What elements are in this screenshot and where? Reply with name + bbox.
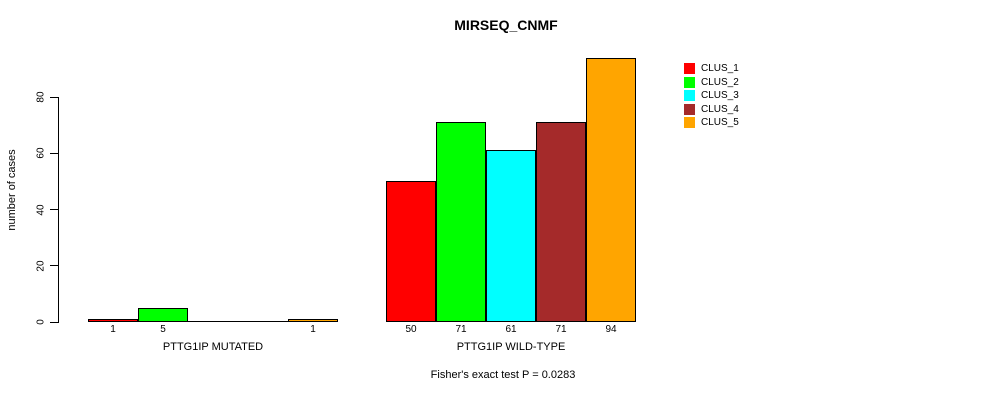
legend-item-clus_5: CLUS_5 [684,116,739,130]
bar-value-label: 94 [605,324,617,335]
legend-label: CLUS_4 [701,103,739,115]
bar-value-label: 71 [555,324,567,335]
chart-title: MIRSEQ_CNMF [454,17,558,33]
bar-clus_1-group1 [88,319,138,322]
bar-clus_2-group1 [138,308,188,322]
bar-clus_3-group2 [486,150,536,322]
bar-value-label: 5 [160,324,166,335]
legend-item-clus_1: CLUS_1 [684,62,739,76]
bar-value-label: 1 [110,324,116,335]
legend-item-clus_4: CLUS_4 [684,103,739,117]
legend-swatch-clus_5 [684,117,695,129]
y-axis-label: number of cases [6,149,18,231]
y-axis-tick [50,96,58,98]
legend-label: CLUS_2 [701,76,739,88]
legend-swatch-clus_1 [684,63,695,75]
group-label-wildtype: PTTG1IP WILD-TYPE [456,341,566,353]
legend-swatch-clus_3 [684,90,695,102]
bar-value-label: 71 [455,324,467,335]
bar-clus_1-group2 [386,181,436,322]
y-axis-tick-label: 60 [35,147,47,159]
y-axis-tick [50,321,58,323]
y-axis-tick-label: 40 [35,203,47,216]
annotation-fisher-test: Fisher's exact test P = 0.0283 [430,369,576,381]
y-axis-tick-label: 0 [35,319,47,325]
bar-value-label: 61 [505,324,517,335]
legend: CLUS_1 CLUS_2 CLUS_3 CLUS_4 CLUS_5 [684,62,739,130]
bar-clus_5-group1 [288,319,338,322]
group-label-mutated: PTTG1IP MUTATED [162,341,264,353]
legend-label: CLUS_5 [701,117,739,128]
bar-value-label: 1 [310,324,316,335]
legend-item-clus_2: CLUS_2 [684,76,739,90]
legend-label: CLUS_1 [701,63,739,74]
y-axis-tick [50,209,58,210]
y-axis-line [58,97,59,323]
bar-clus_4-group1 [238,321,288,322]
legend-label: CLUS_3 [701,90,739,101]
y-axis-tick [50,265,58,267]
y-axis-tick [50,152,58,154]
bar-clus_3-group1 [188,321,238,322]
y-axis-tick-label: 80 [35,91,47,103]
y-axis-tick-label: 20 [35,260,47,272]
legend-item-clus_3: CLUS_3 [684,89,739,103]
bar-clus_5-group2 [586,58,636,322]
legend-swatch-clus_4 [684,103,695,115]
legend-swatch-clus_2 [684,76,695,88]
bar-clus_4-group2 [536,122,586,322]
bar-value-label: 50 [405,324,417,335]
bar-clus_2-group2 [436,122,486,322]
